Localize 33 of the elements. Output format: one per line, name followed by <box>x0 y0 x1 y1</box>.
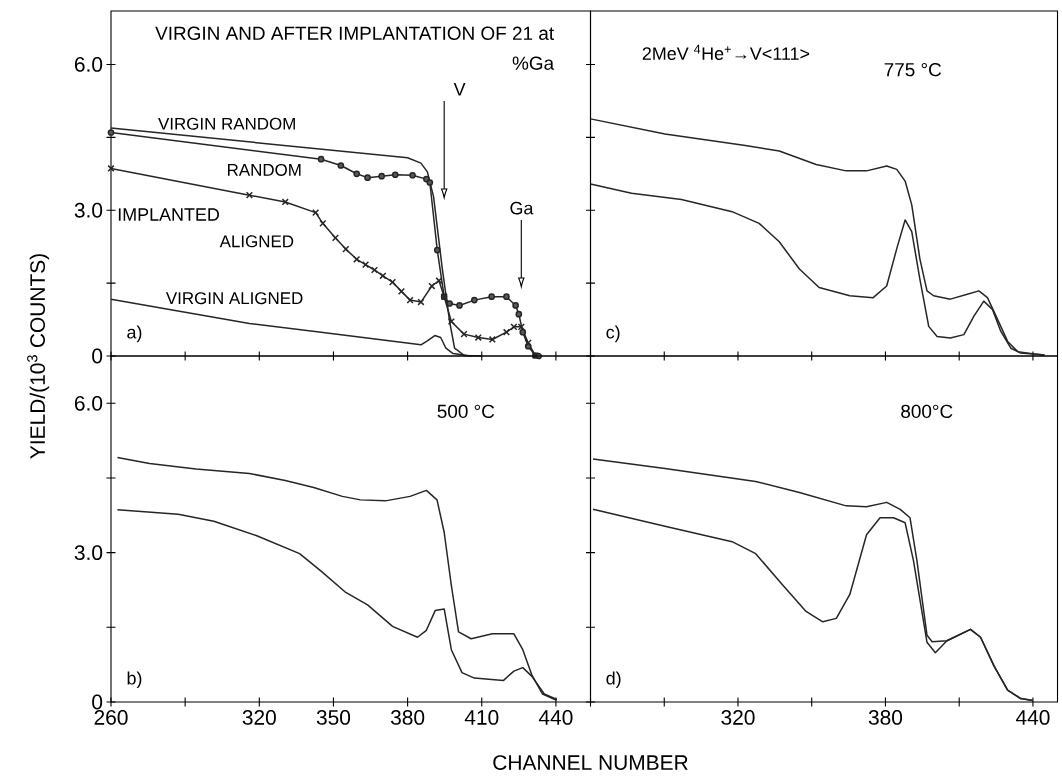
y-tick-label: 6.0 <box>74 395 103 411</box>
x-tick-label: 320 <box>242 710 276 725</box>
x-tick-label: 320 <box>721 710 755 725</box>
y-tick-label: 6.0 <box>74 57 103 72</box>
y-tick-label: 3.0 <box>74 545 103 561</box>
y-tick-label: 0 <box>92 348 103 364</box>
annotation: d) <box>606 671 621 689</box>
x-tick-label: 350 <box>316 710 351 725</box>
x-tick-label: 380 <box>868 710 903 725</box>
x-tick-label: 410 <box>464 710 499 725</box>
series-label: VIRGIN ALIGNED <box>165 292 303 305</box>
annotation: c) <box>606 325 620 343</box>
x-tick-label: 440 <box>1015 710 1050 725</box>
x-tick-label: 440 <box>538 710 573 725</box>
annotation: a) <box>127 325 142 343</box>
series-label: ALIGNED <box>219 235 294 248</box>
annotation: Ga <box>510 201 534 215</box>
x-axis-title: CHANNEL NUMBER <box>493 755 688 770</box>
annotation: V <box>453 83 466 96</box>
y-tick-label: 3.0 <box>74 202 103 218</box>
annotation: IMPLANTED <box>118 208 219 221</box>
series-label: VIRGIN RANDOM <box>158 117 295 130</box>
annotation: b) <box>127 671 142 689</box>
text: 500 °C <box>437 404 495 419</box>
text: VIRGIN AND AFTER IMPLANTATION OF 21 at %Ga <box>155 26 555 70</box>
text: 800°C <box>901 404 953 419</box>
series-label: RANDOM <box>228 163 301 176</box>
y-tick-label: 0 <box>92 694 103 710</box>
text: 775 °C <box>884 62 942 77</box>
annotation: 2MeV $^{4}$He$^{+}$→V<111> <box>642 44 810 60</box>
y-axis-title: YIELD/(10$^{3}$ COUNTS) <box>27 254 50 459</box>
x-tick-label: 260 <box>94 710 128 725</box>
x-tick-label: 380 <box>390 710 425 725</box>
